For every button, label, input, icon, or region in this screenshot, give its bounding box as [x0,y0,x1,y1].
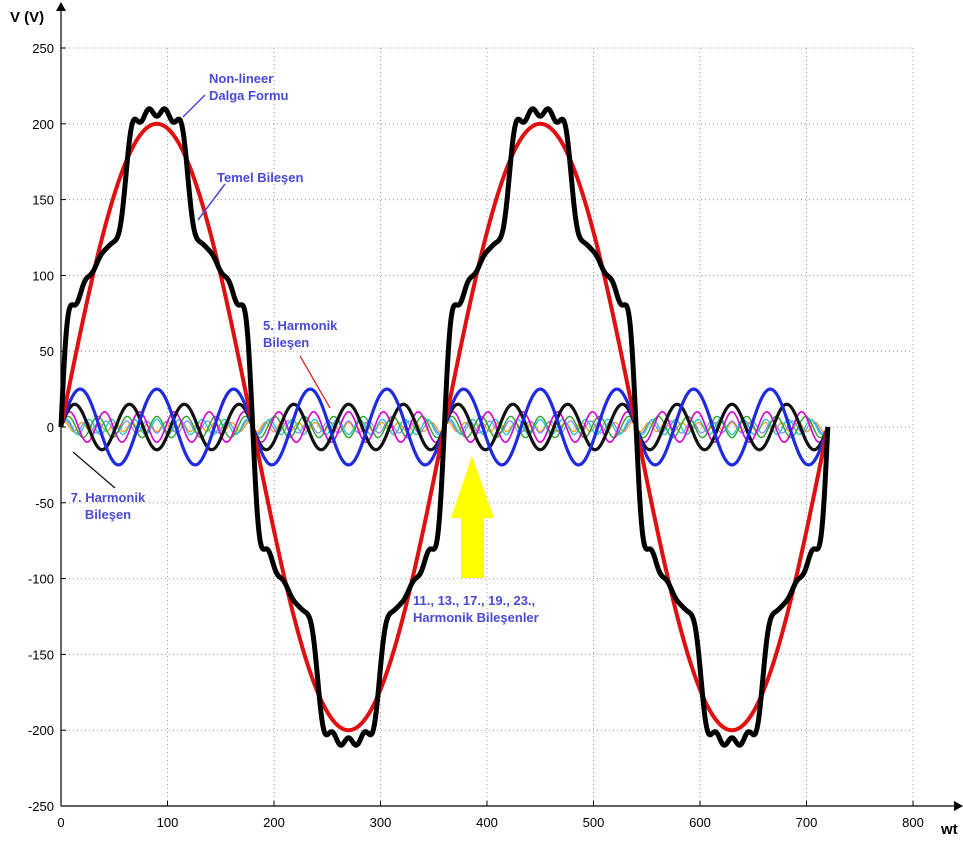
series-nonlinear [58,106,831,748]
y-tick-label: -100 [28,572,54,587]
x-tick-label: 700 [796,815,818,830]
annotation-h5: 5. Harmonik Bileşen [263,318,338,350]
y-tick-label: -150 [28,647,54,662]
x-tick-label: 500 [583,815,605,830]
x-tick-label: 800 [902,815,924,830]
annotation-higher: 11., 13., 17., 19., 23., Harmonik Bileşen… [413,593,539,625]
annotations: Non-lineer Dalga Formu Temel Bileşen 5. Har… [71,71,539,625]
leader-h7 [72,451,116,489]
x-tick-label: 300 [370,815,392,830]
y-tick-label: 200 [32,117,54,132]
y-tick-label: -200 [28,723,54,738]
annotation-fundamental: Temel Bileşen [217,170,304,185]
annotation-h7: 7. Harmonik Bileşen [71,490,146,522]
leader-h5 [299,355,331,409]
y-tick-label: 50 [40,344,54,359]
x-tick-label: 600 [689,815,711,830]
x-tick-label: 100 [157,815,179,830]
tick-labels: 0 100 200 300 400 500 600 700 800-250-200-150-10… [28,41,924,830]
axes [56,2,963,811]
y-tick-label: -250 [28,799,54,814]
leader-fundamental [197,183,226,221]
y-tick-label: 0 [47,420,54,435]
x-tick-label: 400 [476,815,498,830]
y-tick-label: 250 [32,41,54,56]
leader-nonlinear [182,94,206,118]
x-tick-label: 200 [263,815,285,830]
y-axis-arrow [56,2,66,11]
x-axis-arrow [954,801,963,811]
annotation-nonlinear: Non-lineer Dalga Formu [209,71,289,103]
x-axis-title: wt [940,821,958,838]
y-tick-label: 100 [32,268,54,283]
y-tick-label: -50 [35,496,54,511]
x-tick-label: 0 [57,815,64,830]
higher-harmonics-arrow [451,456,494,578]
waveform-series [58,106,831,748]
y-axis-title: V (V) [10,9,44,26]
y-tick-label: 150 [32,193,54,208]
